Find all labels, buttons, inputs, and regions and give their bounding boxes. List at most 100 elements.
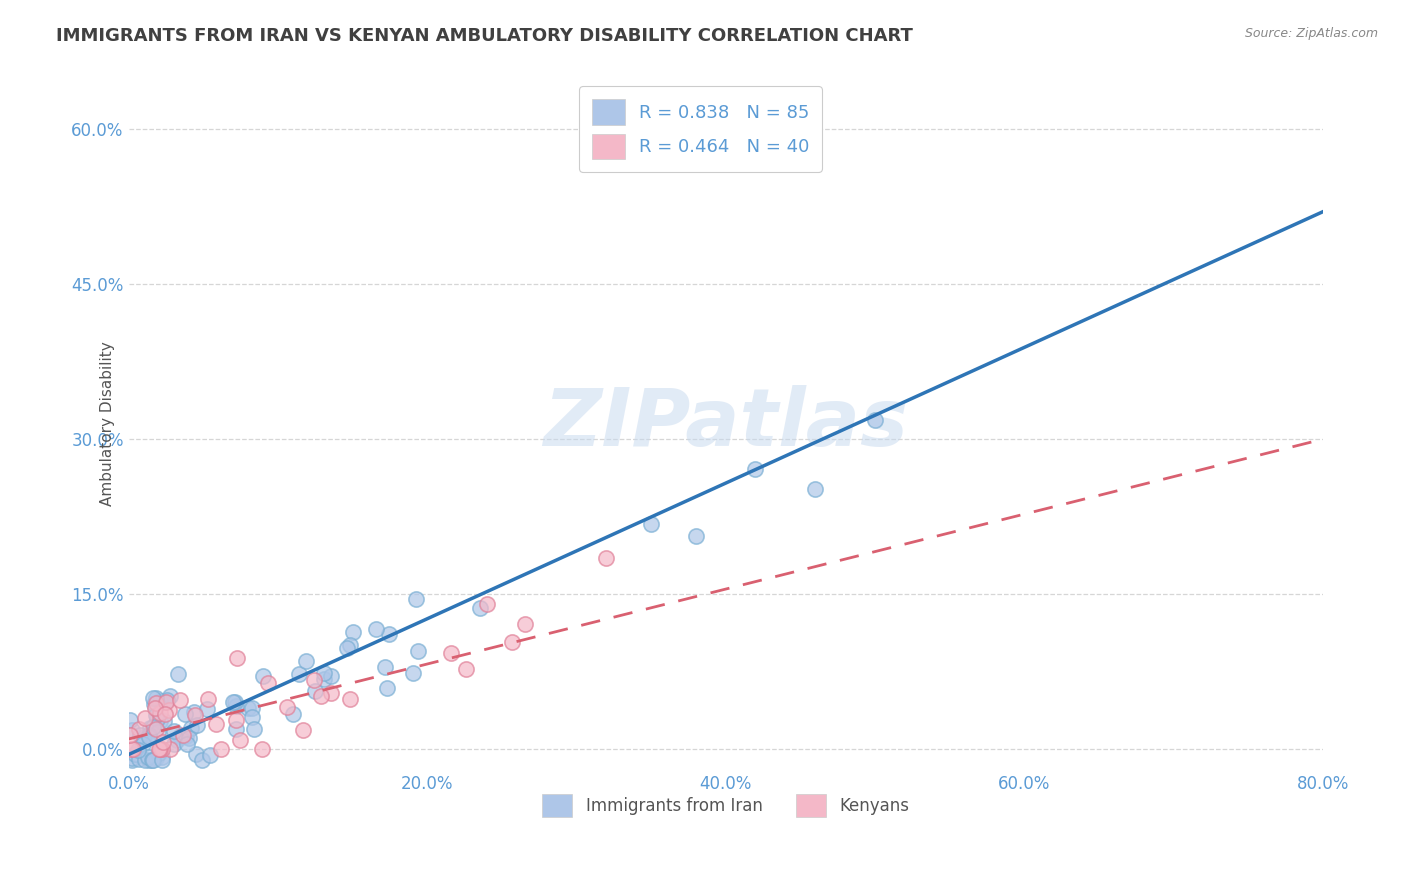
Point [229,733,252,747]
Point [121,751,143,765]
Point [304,684,326,698]
Point [364,622,387,636]
Point [685,529,707,543]
Text: Source: ZipAtlas.com: Source: ZipAtlas.com [1244,27,1378,40]
Point [169,729,191,743]
Point [138,753,160,767]
Point [127,743,149,757]
Point [336,641,359,656]
Point [145,701,167,715]
Point [225,723,247,737]
Point [145,707,167,722]
Point [149,714,172,729]
Point [167,666,190,681]
Point [120,714,142,728]
Point [226,651,249,665]
Point [454,662,477,676]
Point [186,718,208,732]
Y-axis label: Ambulatory Disability: Ambulatory Disability [100,342,115,506]
Legend: Immigrants from Iran, Kenyans: Immigrants from Iran, Kenyans [536,787,915,824]
Point [120,728,142,742]
Point [128,752,150,766]
Point [143,697,166,711]
Point [276,700,298,714]
Point [150,749,173,764]
Point [121,753,143,767]
Point [197,691,219,706]
Point [402,665,425,680]
Point [145,750,167,764]
Point [134,753,156,767]
Point [405,592,427,607]
Point [209,742,232,756]
Point [342,625,364,640]
Point [243,723,266,737]
Point [238,700,260,714]
Point [195,702,218,716]
Point [321,668,343,682]
Point [139,721,162,735]
Point [225,698,247,713]
Point [252,669,274,683]
Point [205,716,228,731]
Point [174,706,197,721]
Point [314,665,336,680]
Point [145,696,167,710]
Point [198,747,221,762]
Point [319,686,342,700]
Point [288,667,311,681]
Point [302,673,325,687]
Point [152,735,174,749]
Point [138,731,160,745]
Point [240,710,263,724]
Point [128,747,150,762]
Point [120,742,142,756]
Point [166,733,188,747]
Point [148,746,170,760]
Point [155,695,177,709]
Point [157,703,180,717]
Point [128,723,150,737]
Point [156,693,179,707]
Point [142,753,165,767]
Point [295,654,318,668]
Point [312,673,335,687]
Point [136,750,159,764]
Point [744,462,766,476]
Point [148,742,170,756]
Point [190,753,212,767]
Point [468,601,491,615]
Point [142,691,165,706]
Point [159,690,181,704]
Point [121,723,143,737]
Point [377,627,399,641]
Point [149,742,172,756]
Point [291,723,314,737]
Point [183,705,205,719]
Point [163,737,186,751]
Text: IMMIGRANTS FROM IRAN VS KENYAN AMBULATORY DISABILITY CORRELATION CHART: IMMIGRANTS FROM IRAN VS KENYAN AMBULATOR… [56,27,912,45]
Point [159,742,181,756]
Point [163,723,186,738]
Point [863,413,886,427]
Point [152,695,174,709]
Point [186,747,208,761]
Point [145,690,167,705]
Point [406,644,429,658]
Point [373,660,395,674]
Point [131,732,153,747]
Point [224,694,246,708]
Point [339,691,361,706]
Point [150,753,173,767]
Point [145,722,167,736]
Point [146,724,169,739]
Point [184,707,207,722]
Point [513,617,536,632]
Point [257,676,280,690]
Point [176,737,198,751]
Point [149,706,172,720]
Point [138,728,160,742]
Point [153,714,176,728]
Point [132,737,155,751]
Point [169,693,191,707]
